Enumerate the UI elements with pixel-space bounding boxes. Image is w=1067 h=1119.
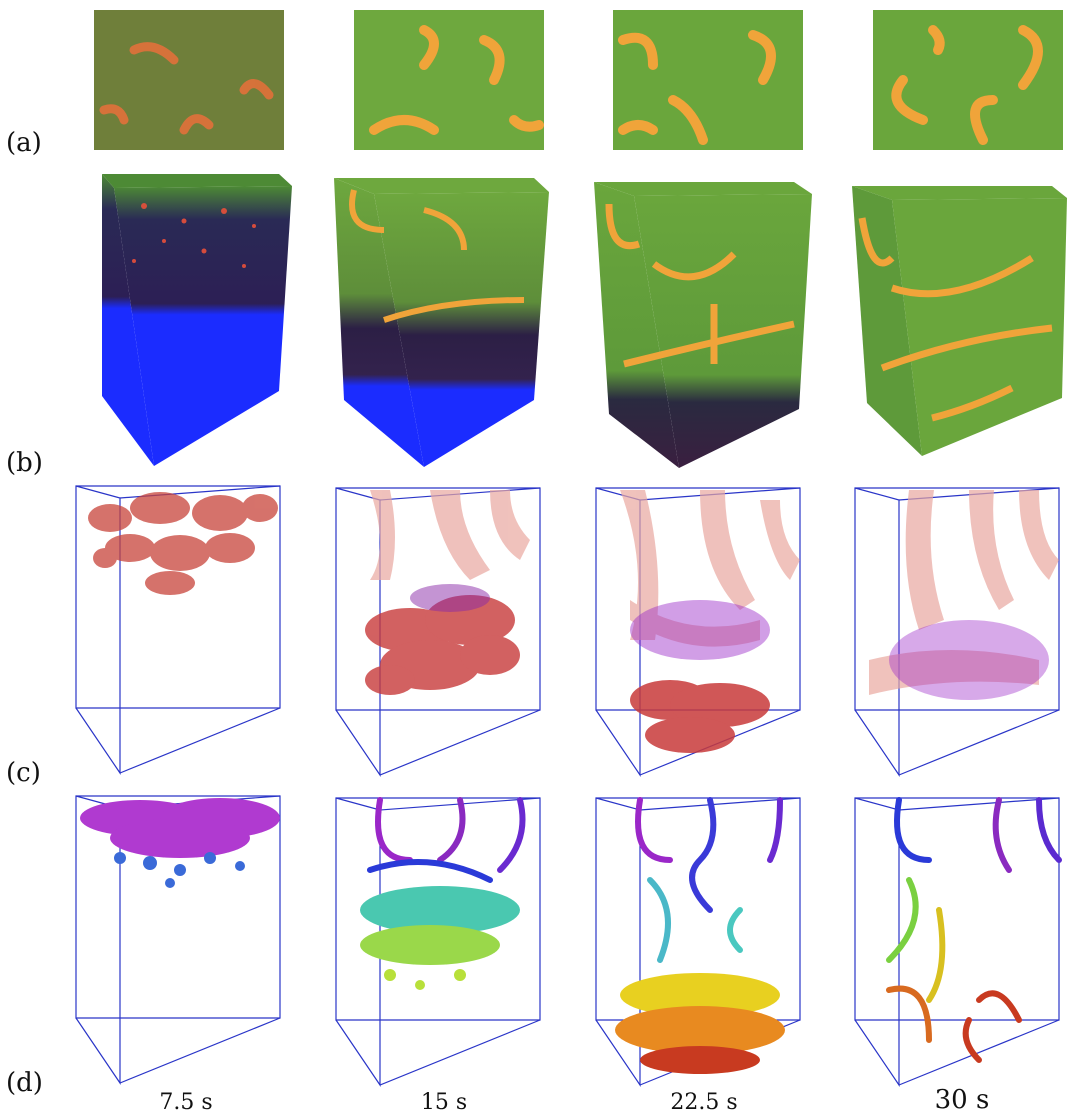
panel-a-4 <box>873 10 1063 150</box>
row-label-a: (a) <box>6 128 42 158</box>
panel-d-2 <box>330 790 548 1090</box>
panel-b-4 <box>852 178 1067 458</box>
panel-a-2 <box>354 10 544 150</box>
time-label-3: 22.5 s <box>670 1090 738 1115</box>
time-label-1: 7.5 s <box>159 1090 213 1115</box>
panel-c-4 <box>849 480 1067 780</box>
panel-a-3 <box>613 10 803 150</box>
time-label-2: 15 s <box>420 1090 468 1115</box>
panel-d-4 <box>849 790 1067 1090</box>
row-label-c: (c) <box>6 758 41 788</box>
panel-d-1 <box>70 788 288 1088</box>
panel-a-1 <box>94 10 284 150</box>
time-label-4: 30 s <box>934 1085 990 1115</box>
panel-c-1 <box>70 478 288 778</box>
panel-c-2 <box>330 480 548 780</box>
panel-d-3 <box>590 790 808 1090</box>
panel-b-3 <box>594 174 812 470</box>
row-label-b: (b) <box>6 448 43 478</box>
panel-c-3 <box>590 480 808 780</box>
panel-b-1 <box>74 166 292 471</box>
row-label-d: (d) <box>6 1068 43 1098</box>
panel-b-2 <box>334 170 552 470</box>
